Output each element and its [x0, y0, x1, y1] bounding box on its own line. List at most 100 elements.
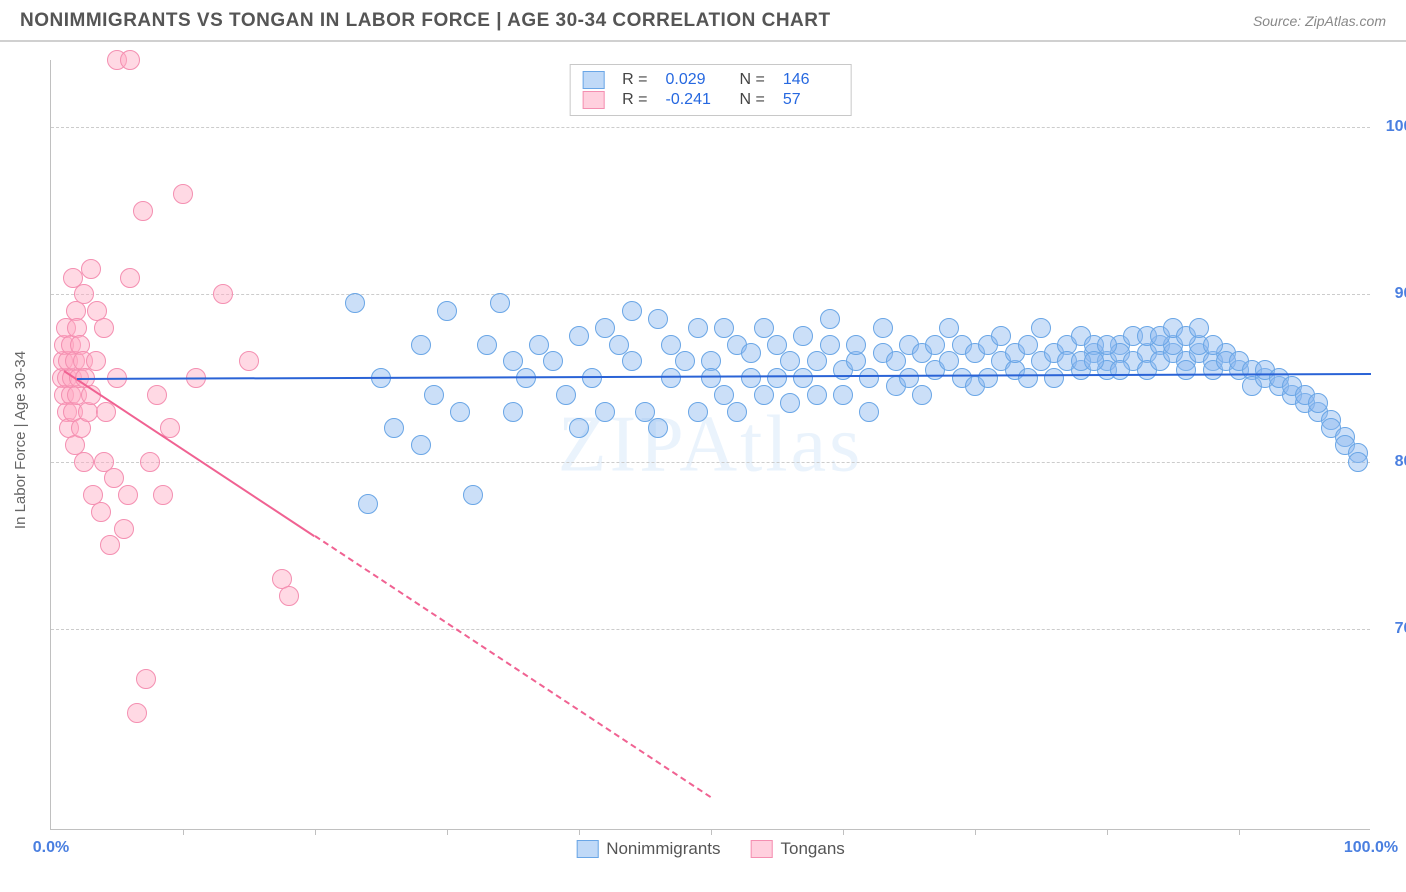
data-point-blue [859, 402, 879, 422]
legend-item-pink: Tongans [751, 839, 845, 859]
r-label: R = [622, 71, 647, 89]
data-point-pink [114, 519, 134, 539]
data-point-blue [345, 293, 365, 313]
data-point-blue [846, 335, 866, 355]
data-point-blue [793, 326, 813, 346]
stats-legend-box: R = 0.029 N = 146 R = -0.241 N = 57 [569, 64, 852, 116]
y-axis-label: In Labor Force | Age 30-34 [12, 351, 29, 529]
data-point-pink [94, 318, 114, 338]
x-tick-mark [315, 829, 316, 835]
x-tick-mark [975, 829, 976, 835]
data-point-blue [490, 293, 510, 313]
stats-row-pink: R = -0.241 N = 57 [582, 91, 839, 109]
data-point-blue [873, 318, 893, 338]
legend-label-pink: Tongans [781, 839, 845, 859]
swatch-blue [582, 71, 604, 89]
data-point-blue [556, 385, 576, 405]
data-point-blue [648, 418, 668, 438]
data-point-blue [714, 318, 734, 338]
n-label: N = [740, 71, 765, 89]
y-tick-label: 100.0% [1380, 118, 1406, 136]
data-point-blue [780, 393, 800, 413]
data-point-blue [661, 368, 681, 388]
data-point-blue [635, 402, 655, 422]
data-point-blue [1110, 360, 1130, 380]
data-point-blue [727, 402, 747, 422]
data-point-pink [147, 385, 167, 405]
data-point-blue [688, 318, 708, 338]
data-point-blue [1176, 360, 1196, 380]
data-point-blue [886, 351, 906, 371]
x-tick-mark [1239, 829, 1240, 835]
data-point-pink [279, 586, 299, 606]
data-point-blue [463, 485, 483, 505]
data-point-blue [1018, 335, 1038, 355]
data-point-blue [384, 418, 404, 438]
swatch-pink [582, 91, 604, 109]
data-point-blue [503, 351, 523, 371]
x-tick-label: 100.0% [1344, 839, 1398, 857]
data-point-blue [833, 385, 853, 405]
gridline [51, 462, 1370, 463]
data-point-pink [120, 268, 140, 288]
data-point-blue [595, 318, 615, 338]
data-point-blue [1018, 368, 1038, 388]
data-point-blue [477, 335, 497, 355]
data-point-blue [780, 351, 800, 371]
swatch-pink [751, 840, 773, 858]
data-point-pink [136, 669, 156, 689]
data-point-pink [86, 351, 106, 371]
data-point-blue [991, 326, 1011, 346]
legend-item-blue: Nonimmigrants [576, 839, 720, 859]
data-point-blue [622, 301, 642, 321]
data-point-blue [1189, 318, 1209, 338]
data-point-blue [661, 335, 681, 355]
data-point-pink [140, 452, 160, 472]
data-point-blue [859, 368, 879, 388]
data-point-blue [741, 368, 761, 388]
gridline [51, 294, 1370, 295]
data-point-blue [543, 351, 563, 371]
data-point-pink [153, 485, 173, 505]
x-tick-label: 0.0% [33, 839, 69, 857]
data-point-blue [754, 385, 774, 405]
stats-row-blue: R = 0.029 N = 146 [582, 71, 839, 89]
data-point-blue [820, 335, 840, 355]
data-point-blue [767, 368, 787, 388]
data-point-pink [104, 468, 124, 488]
chart-title: NONIMMIGRANTS VS TONGAN IN LABOR FORCE |… [20, 10, 831, 32]
data-point-blue [754, 318, 774, 338]
data-point-blue [609, 335, 629, 355]
data-point-blue [688, 402, 708, 422]
data-point-blue [529, 335, 549, 355]
data-point-pink [127, 703, 147, 723]
data-point-blue [1044, 368, 1064, 388]
data-point-pink [213, 284, 233, 304]
data-point-blue [424, 385, 444, 405]
y-tick-label: 70.0% [1380, 620, 1406, 638]
data-point-pink [74, 452, 94, 472]
x-tick-mark [711, 829, 712, 835]
y-tick-label: 90.0% [1380, 285, 1406, 303]
data-point-pink [74, 284, 94, 304]
data-point-blue [978, 368, 998, 388]
data-point-pink [239, 351, 259, 371]
data-point-blue [1031, 318, 1051, 338]
swatch-blue [576, 840, 598, 858]
data-point-pink [118, 485, 138, 505]
data-point-blue [1348, 452, 1368, 472]
data-point-blue [437, 301, 457, 321]
data-point-pink [173, 184, 193, 204]
scatter-chart: ZIPAtlas R = 0.029 N = 146 R = -0.241 N … [50, 60, 1370, 830]
data-point-blue [701, 368, 721, 388]
data-point-blue [820, 309, 840, 329]
data-point-blue [675, 351, 695, 371]
data-point-blue [912, 385, 932, 405]
data-point-blue [714, 385, 734, 405]
data-point-blue [1097, 335, 1117, 355]
data-point-blue [1203, 335, 1223, 355]
data-point-blue [411, 335, 431, 355]
data-point-blue [503, 402, 523, 422]
data-point-blue [807, 385, 827, 405]
data-point-blue [1084, 351, 1104, 371]
